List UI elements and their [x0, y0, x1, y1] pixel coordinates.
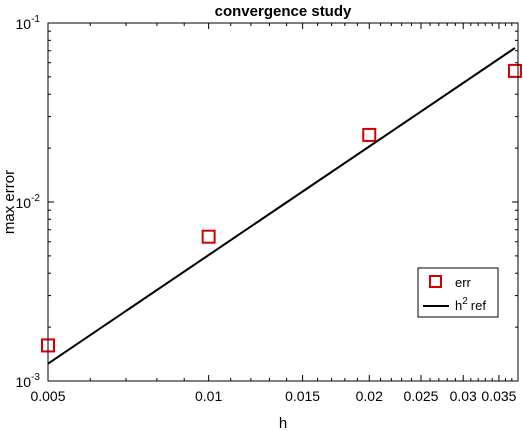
plot-background [48, 23, 518, 381]
x-tick-label: 0.025 [403, 388, 438, 404]
legend-err-marker [429, 275, 442, 288]
axis-tick-labels: 10-310-210-10.005 0.01 0.015 0.02 0.025 0.03 0… [16, 14, 517, 404]
x-tick-label: 0.015 [285, 388, 320, 404]
x-tick-label: 0.03 [450, 388, 477, 404]
legend-err-label: err [455, 275, 472, 290]
x-tick-label: 0.005 [30, 388, 65, 404]
err-marker [507, 63, 522, 78]
legend-ref-label: h2 ref [455, 296, 486, 313]
y-tick-base: 10 [16, 195, 32, 211]
y-tick-exponent: -1 [31, 14, 40, 25]
y-tick-base: 10 [16, 374, 32, 390]
legend-ref-superscript: 2 [462, 296, 468, 307]
x-tick-label: 0.02 [356, 388, 383, 404]
legend: err h2 ref [417, 267, 499, 318]
err-marker [201, 229, 216, 244]
legend-ref-name: ref [471, 298, 487, 313]
y-tick-base: 10 [16, 16, 32, 32]
y-tick-label: 10-2 [16, 193, 41, 211]
y-tick-label: 10-3 [16, 372, 41, 390]
x-axis-label: h [279, 415, 287, 431]
legend-ref-prefix: h [455, 298, 462, 313]
chart-title: convergence study [215, 3, 352, 20]
plot-series [41, 47, 522, 365]
y-tick-exponent: -2 [31, 193, 40, 204]
plot-frame [47, 22, 519, 382]
x-tick-label: 0.01 [195, 388, 222, 404]
y-tick-exponent: -3 [31, 372, 40, 383]
err-marker [362, 127, 377, 142]
y-axis-label: max error [1, 170, 18, 234]
ref-line [47, 47, 516, 365]
y-tick-label: 10-1 [16, 14, 41, 32]
x-tick-label: 0.035 [481, 388, 516, 404]
